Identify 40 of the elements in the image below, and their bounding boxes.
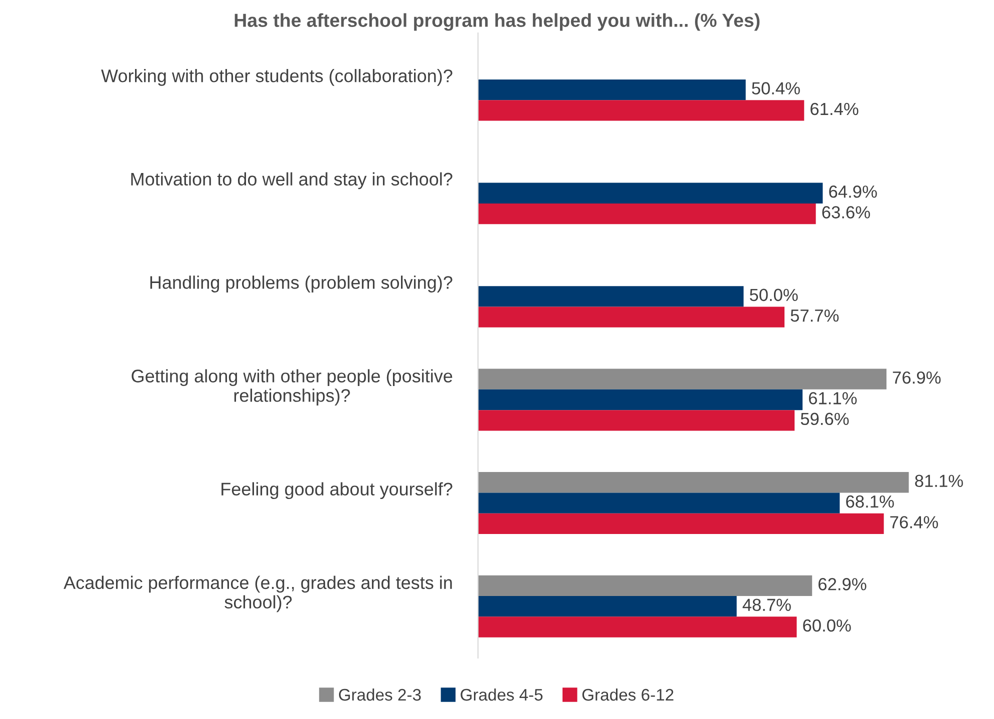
bar — [478, 513, 884, 534]
bar — [478, 616, 797, 638]
data-label: 62.9% — [818, 578, 866, 590]
y-tick-label: Working with other students (collaboration)? — [101, 69, 452, 86]
data-label: 50.0% — [750, 288, 798, 302]
y-tick-label: Getting along with other people (positive relationships)? — [132, 369, 452, 406]
legend-label: Grades 4-5 — [460, 688, 543, 701]
data-label: 63.6% — [822, 206, 870, 218]
data-label: 64.9% — [829, 185, 877, 198]
data-label: 60.0% — [803, 619, 851, 632]
bar — [478, 306, 784, 328]
bar — [478, 472, 909, 493]
bar — [478, 596, 737, 617]
y-tick-label: Academic performance (e.g., grades and tests in school)? — [64, 576, 452, 612]
bar — [478, 492, 840, 514]
data-label: 68.1% — [846, 495, 894, 508]
data-label: 50.4% — [752, 82, 800, 94]
data-label: 76.4% — [890, 516, 938, 528]
bar — [478, 79, 746, 100]
legend-label: Grades 6-12 — [582, 688, 674, 701]
y-tick-label: Handling problems (problem solving)? — [150, 276, 452, 292]
legend-label: Grades 2-3 — [338, 688, 421, 701]
bar — [478, 286, 744, 307]
data-label: 76.9% — [892, 371, 941, 384]
bar — [478, 203, 816, 224]
data-label: 48.7% — [742, 598, 791, 612]
chart-title: Has the afterschool program has helped you with... (% Yes) — [234, 13, 760, 31]
y-tick-label: Feeling good about yourself? — [222, 482, 452, 500]
bar — [478, 368, 886, 390]
data-label: 59.6% — [800, 412, 849, 426]
data-label: 57.7% — [790, 310, 839, 322]
data-label: 61.1% — [808, 392, 857, 404]
y-tick-label: Motivation to do well and stay in school? — [131, 172, 452, 190]
bar — [478, 410, 795, 431]
bar — [478, 575, 812, 596]
bar — [478, 100, 804, 121]
data-label: 81.1% — [915, 474, 963, 488]
bar — [478, 182, 823, 204]
data-label: 61.4% — [810, 102, 858, 116]
bar — [478, 389, 803, 410]
